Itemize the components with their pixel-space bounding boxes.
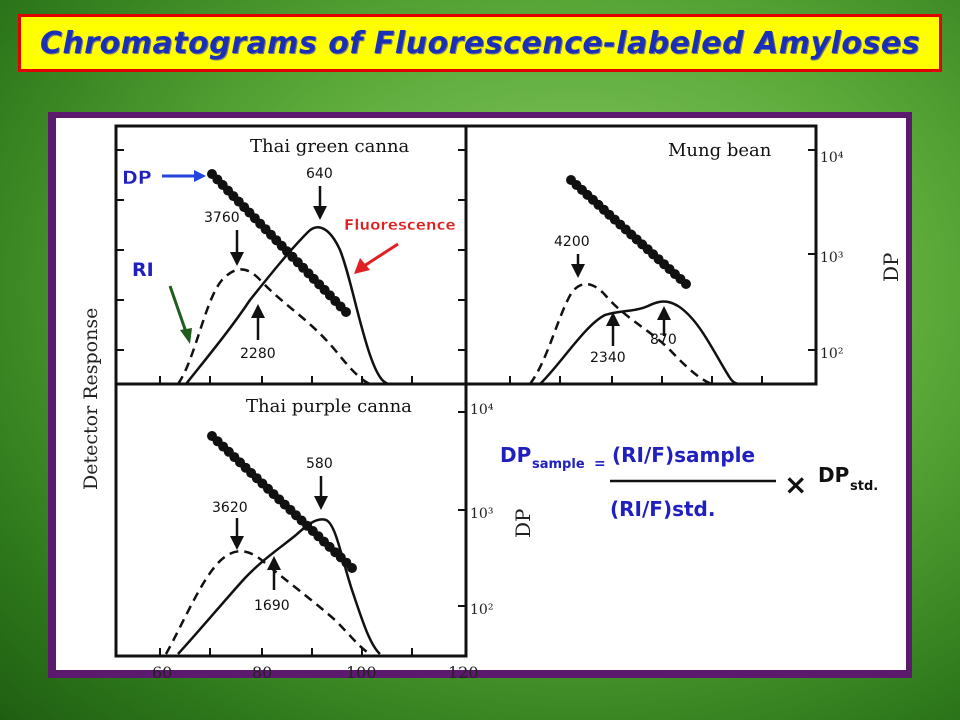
x-tick-80: 80 bbox=[252, 663, 272, 682]
detector-response-label: Detector Response bbox=[80, 308, 102, 490]
fluorescence-arrow bbox=[354, 242, 399, 274]
panel-mung-bean-curves bbox=[528, 175, 743, 386]
annotation-fluorescence: Fluorescence bbox=[344, 216, 456, 234]
slide-title: Chromatograms of Fluorescence-labeled Am… bbox=[39, 25, 921, 61]
slide-title-box: Chromatograms of Fluorescence-labeled Am… bbox=[18, 14, 942, 72]
label-870: 870 bbox=[650, 332, 677, 348]
dp-formula: DP sample = (RI/F)sample (RI/F)std. × DP… bbox=[500, 443, 878, 521]
ri-curve-mung-bean bbox=[528, 283, 713, 386]
panel-title-thai-purple: Thai purple canna bbox=[246, 396, 412, 417]
dp-dot bbox=[347, 563, 357, 573]
formula-numerator: (RI/F)sample bbox=[612, 443, 755, 467]
peak-arrows bbox=[230, 186, 671, 590]
label-3760: 3760 bbox=[204, 210, 240, 226]
dp-tick-bottom-1: 10⁴ bbox=[470, 402, 494, 418]
panel-mung-bean-frame bbox=[464, 124, 818, 386]
annotation-dp: DP bbox=[122, 167, 152, 189]
fluorescence-curve-thai-green bbox=[185, 226, 391, 386]
dp-dots-thai-green bbox=[207, 169, 351, 317]
formula-rhs: DP bbox=[818, 463, 849, 487]
dp-dot bbox=[341, 307, 351, 317]
dp-dots-mung-bean bbox=[566, 175, 691, 289]
x-tick-60: 60 bbox=[152, 663, 172, 682]
panel-thai-green-curves bbox=[176, 169, 391, 386]
panel-title-mung-bean: Mung bean bbox=[668, 140, 772, 161]
dp-tick-bottom-3: 10² bbox=[470, 602, 493, 618]
dp-tick-top-3: 10² bbox=[820, 346, 843, 362]
label-3620: 3620 bbox=[212, 500, 248, 516]
formula-lhs: DP bbox=[500, 443, 531, 467]
dp-tick-top-2: 10³ bbox=[820, 250, 843, 266]
panel-thai-purple-frame bbox=[114, 382, 468, 658]
panel-title-thai-green: Thai green canna bbox=[250, 136, 410, 157]
annotation-ri: RI bbox=[132, 259, 154, 281]
label-640: 640 bbox=[306, 166, 333, 182]
fluorescence-curve-mung-bean bbox=[539, 300, 743, 386]
dp-dots-thai-purple bbox=[207, 431, 357, 573]
formula-lhs-sub: sample bbox=[532, 457, 585, 472]
x-tick-100: 100 bbox=[346, 663, 377, 682]
formula-rhs-sub: std. bbox=[850, 479, 878, 494]
dp-dot bbox=[681, 279, 691, 289]
dp-arrow bbox=[162, 170, 206, 182]
dp-tick-bottom-2: 10³ bbox=[470, 506, 493, 522]
dp-tick-top-1: 10⁴ bbox=[820, 150, 844, 166]
formula-times: × bbox=[784, 468, 807, 501]
label-4200: 4200 bbox=[554, 234, 590, 250]
figure-panel bbox=[56, 118, 906, 670]
dp-axis-label-bottom: DP bbox=[511, 509, 535, 539]
panel-thai-purple-curves bbox=[164, 431, 381, 656]
label-2280: 2280 bbox=[240, 346, 276, 362]
x-tick-120: 120 bbox=[448, 663, 479, 682]
ri-curve-thai-green bbox=[176, 268, 371, 386]
label-580: 580 bbox=[306, 456, 333, 472]
formula-denominator: (RI/F)std. bbox=[610, 497, 715, 521]
formula-eq: = bbox=[594, 456, 606, 472]
ri-arrow bbox=[168, 285, 192, 344]
dp-axis-label-top: DP bbox=[879, 253, 903, 283]
label-1690: 1690 bbox=[254, 598, 290, 614]
fluorescence-curve-thai-purple bbox=[177, 518, 381, 655]
label-2340: 2340 bbox=[590, 350, 626, 366]
